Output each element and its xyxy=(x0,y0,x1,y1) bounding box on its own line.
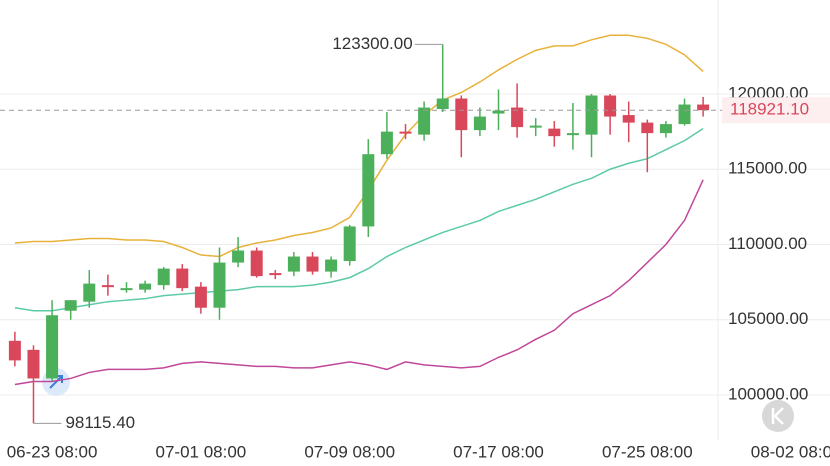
candle-body xyxy=(604,95,617,117)
candle-body xyxy=(157,268,170,286)
candle-body xyxy=(380,131,393,155)
x-tick-label: 06-23 08:00 xyxy=(7,442,98,461)
candle-body xyxy=(46,315,59,379)
x-tick-label: 08-02 08:00 xyxy=(751,442,830,461)
annotation-label: 98115.40 xyxy=(65,413,135,432)
x-tick-label: 07-25 08:00 xyxy=(602,442,693,461)
candle-body xyxy=(232,250,245,263)
candle-body xyxy=(399,131,412,134)
band-line xyxy=(14,127,704,312)
y-tick-label: 100000.00 xyxy=(728,384,808,403)
x-tick-label: 07-17 08:00 xyxy=(453,442,544,461)
candle-body xyxy=(492,110,505,114)
candle-body xyxy=(287,256,300,272)
candle-body xyxy=(511,107,524,128)
button-icon xyxy=(771,407,784,425)
candle-body xyxy=(455,98,468,131)
band-line xyxy=(14,179,704,386)
candle-body xyxy=(8,340,21,361)
last-price-label: 118921.10 xyxy=(730,100,809,119)
candle-body xyxy=(101,285,114,288)
candle-body xyxy=(194,286,207,308)
y-tick-label: 105000.00 xyxy=(728,309,808,328)
candle-body xyxy=(250,250,263,277)
candle-body xyxy=(566,133,579,136)
candle-body xyxy=(473,116,486,131)
candle-body xyxy=(176,268,189,289)
candle-body xyxy=(120,288,133,291)
candle-body xyxy=(325,259,338,272)
candle-body xyxy=(418,107,431,135)
candle-body xyxy=(678,104,691,125)
last-price-box xyxy=(722,97,830,124)
candle-body xyxy=(529,125,542,128)
annotation-label: 123300.00 xyxy=(332,34,412,53)
candle-body xyxy=(659,124,672,134)
candle-body xyxy=(697,104,710,111)
candle-body xyxy=(343,226,356,262)
candle-body xyxy=(585,95,598,135)
candle-body xyxy=(306,256,319,272)
candle-body xyxy=(139,283,152,290)
candle-body xyxy=(436,98,449,110)
reset-button[interactable] xyxy=(762,400,794,432)
x-tick-label: 07-01 08:00 xyxy=(156,442,247,461)
candle-body xyxy=(269,273,282,276)
y-tick-label: 110000.00 xyxy=(728,234,807,253)
y-tick-label: 115000.00 xyxy=(728,159,807,178)
candle-body xyxy=(213,262,226,308)
candle-body xyxy=(548,128,561,137)
x-tick-label: 07-09 08:00 xyxy=(304,442,395,461)
button-circle xyxy=(762,400,794,432)
band-line xyxy=(14,34,704,258)
candle-body xyxy=(362,154,375,227)
candle-body xyxy=(622,115,635,123)
candle-body xyxy=(641,122,654,134)
candle-body xyxy=(83,283,96,302)
candle-body xyxy=(27,349,40,379)
candle-body xyxy=(64,300,77,311)
